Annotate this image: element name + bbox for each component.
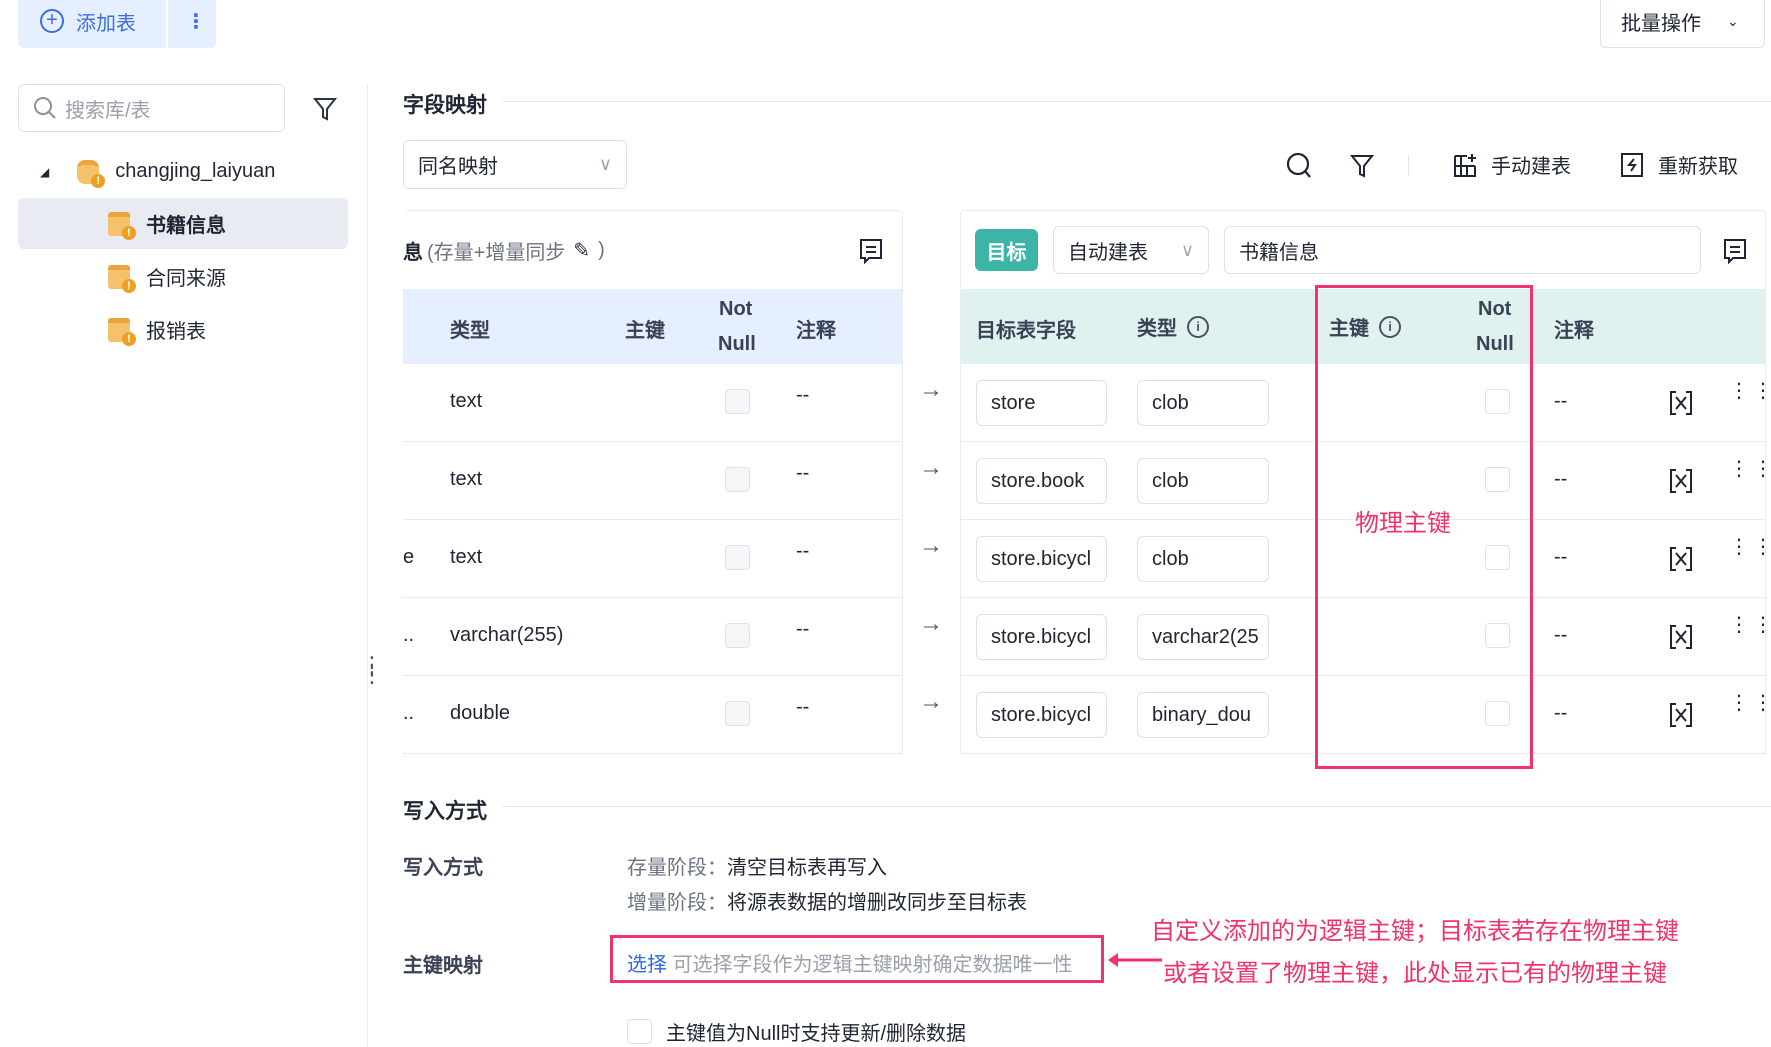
tree-item-contracts[interactable]: 合同来源 (18, 251, 348, 302)
target-type-input[interactable]: binary_dou (1137, 692, 1269, 738)
target-row: store.bicycl binary_dou -- ⋮⋮ (961, 676, 1771, 754)
pk-checkbox[interactable] (725, 701, 750, 726)
drag-handle-icon[interactable]: ⋮⋮ (1729, 692, 1771, 714)
source-row: text -- (403, 442, 902, 520)
search-input[interactable]: 搜索库/表 (18, 84, 285, 132)
table-icon (108, 211, 136, 240)
resize-handle[interactable]: ⋮ ⋮ (361, 652, 383, 687)
drag-handle-icon[interactable]: ⋮⋮ (1729, 458, 1771, 480)
comment-icon[interactable] (1723, 238, 1747, 264)
batch-operation-dropdown[interactable]: 批量操作 ⌄ (1600, 0, 1765, 48)
pk-checkbox[interactable] (725, 389, 750, 414)
arrow-right-icon: → (919, 454, 943, 481)
source-row: .. varchar(255) -- (403, 598, 902, 676)
arrow-right-icon: → (919, 688, 943, 715)
target-type-input[interactable]: varchar2(25 (1137, 614, 1269, 660)
checkbox[interactable] (627, 1019, 652, 1044)
pk-checkbox[interactable] (725, 545, 750, 570)
not-null-checkbox[interactable] (1485, 389, 1510, 414)
target-type-input[interactable]: clob (1137, 458, 1269, 504)
annotation-arrow (1108, 953, 1162, 967)
pk-mapping-highlight (610, 935, 1104, 983)
target-field-input[interactable]: store.bicycl (976, 692, 1107, 738)
not-null-checkbox[interactable] (1485, 623, 1510, 648)
tree-item-expenses[interactable]: 报销表 (18, 304, 348, 355)
delete-field-icon[interactable] (1669, 702, 1693, 728)
arrow-right-icon: → (919, 376, 943, 403)
section-title-field-mapping: 字段映射 (403, 94, 487, 117)
chevron-down-icon: ∨ (1180, 239, 1194, 260)
delete-field-icon[interactable] (1669, 624, 1693, 650)
source-row: e text -- (403, 520, 902, 598)
plus-circle-icon: + (40, 9, 64, 33)
mapping-mode-select[interactable]: 同名映射 ∨ (403, 140, 627, 189)
not-null-checkbox[interactable] (1485, 545, 1510, 570)
table-icon (108, 317, 136, 346)
pk-checkbox[interactable] (725, 467, 750, 492)
target-type-input[interactable]: clob (1137, 380, 1269, 426)
drag-handle-icon[interactable]: ⋮⋮ (1729, 614, 1771, 636)
arrow-right-icon: → (919, 532, 943, 559)
refresh-icon (1621, 152, 1643, 177)
target-type-input[interactable]: clob (1137, 536, 1269, 582)
target-row: store.book clob -- ⋮⋮ (961, 442, 1771, 520)
filter-icon[interactable] (313, 96, 337, 122)
select-pk-link[interactable]: 选择 (627, 954, 667, 976)
refetch-button[interactable]: 重新获取 (1620, 150, 1738, 179)
tree-db-node[interactable]: ◢ changjing_laiyuan (40, 146, 275, 197)
chevron-down-icon: ∨ (598, 154, 612, 174)
stock-stage: 存量阶段：清空目标表再写入 (627, 857, 887, 879)
info-icon[interactable]: i (1379, 315, 1401, 338)
target-table-header: 目标表字段 类型 i 主键 i Not Null 注释 (961, 289, 1766, 364)
source-row: text -- (403, 364, 902, 442)
database-icon (77, 159, 106, 188)
search-icon (34, 97, 56, 119)
delete-field-icon[interactable] (1669, 390, 1693, 416)
arrow-right-icon: → (919, 610, 943, 637)
add-table-button[interactable]: + 添加表 ⋮ (18, 0, 216, 48)
incremental-stage: 增量阶段：将源表数据的增删改同步至目标表 (627, 892, 1027, 914)
table-add-icon (1454, 153, 1476, 177)
source-table-header: 类型 主键 Not Null 注释 (403, 289, 902, 364)
filter-icon[interactable] (1350, 153, 1374, 179)
target-row: store.bicycl varchar2(25 -- ⋮⋮ (961, 598, 1771, 676)
edit-icon[interactable]: ✎ (573, 239, 591, 262)
drag-handle-icon[interactable]: ⋮⋮ (1729, 536, 1771, 558)
target-field-input[interactable]: store.bicycl (976, 536, 1107, 582)
target-table-name-input[interactable]: 书籍信息 (1224, 226, 1701, 274)
chevron-down-icon: ⌄ (1727, 12, 1739, 29)
target-field-input[interactable]: store (976, 380, 1107, 426)
comment-icon[interactable] (859, 238, 883, 264)
source-table-panel: 息 (存量+增量同步 ✎ ) 类型 主键 Not Null 注释 text --… (403, 210, 903, 754)
pk-checkbox[interactable] (725, 623, 750, 648)
sidebar-divider (367, 84, 368, 1047)
tree-item-books[interactable]: 书籍信息 (18, 198, 348, 249)
drag-handle-icon[interactable]: ⋮⋮ (1729, 380, 1771, 402)
info-icon[interactable]: i (1187, 315, 1209, 338)
target-row: store clob -- ⋮⋮ (961, 364, 1771, 442)
null-pk-option[interactable]: 主键值为Null时支持更新/删除数据 (627, 1017, 966, 1046)
target-table-panel: 目标 自动建表 ∨ 书籍信息 目标表字段 类型 i 主键 i Not Null 注释 … (960, 210, 1771, 754)
more-button[interactable]: ⋮ (186, 10, 206, 33)
delete-field-icon[interactable] (1669, 468, 1693, 494)
target-field-input[interactable]: store.bicycl (976, 614, 1107, 660)
not-null-checkbox[interactable] (1485, 467, 1510, 492)
manual-create-table-button[interactable]: 手动建表 (1453, 150, 1571, 179)
target-row: store.bicycl clob -- ⋮⋮ (961, 520, 1771, 598)
physical-pk-annotation: 物理主键 (1355, 510, 1451, 537)
create-mode-select[interactable]: 自动建表 ∨ (1053, 226, 1209, 274)
physical-pk-highlight (1315, 285, 1533, 769)
section-title-write-mode: 写入方式 (403, 800, 487, 823)
collapse-triangle-icon[interactable]: ◢ (40, 164, 50, 179)
search-icon[interactable] (1286, 152, 1312, 180)
target-tag: 目标 (975, 229, 1038, 271)
not-null-checkbox[interactable] (1485, 701, 1510, 726)
table-icon (108, 264, 136, 293)
delete-field-icon[interactable] (1669, 546, 1693, 572)
source-row: .. double -- (403, 676, 902, 754)
target-field-input[interactable]: store.book (976, 458, 1107, 504)
